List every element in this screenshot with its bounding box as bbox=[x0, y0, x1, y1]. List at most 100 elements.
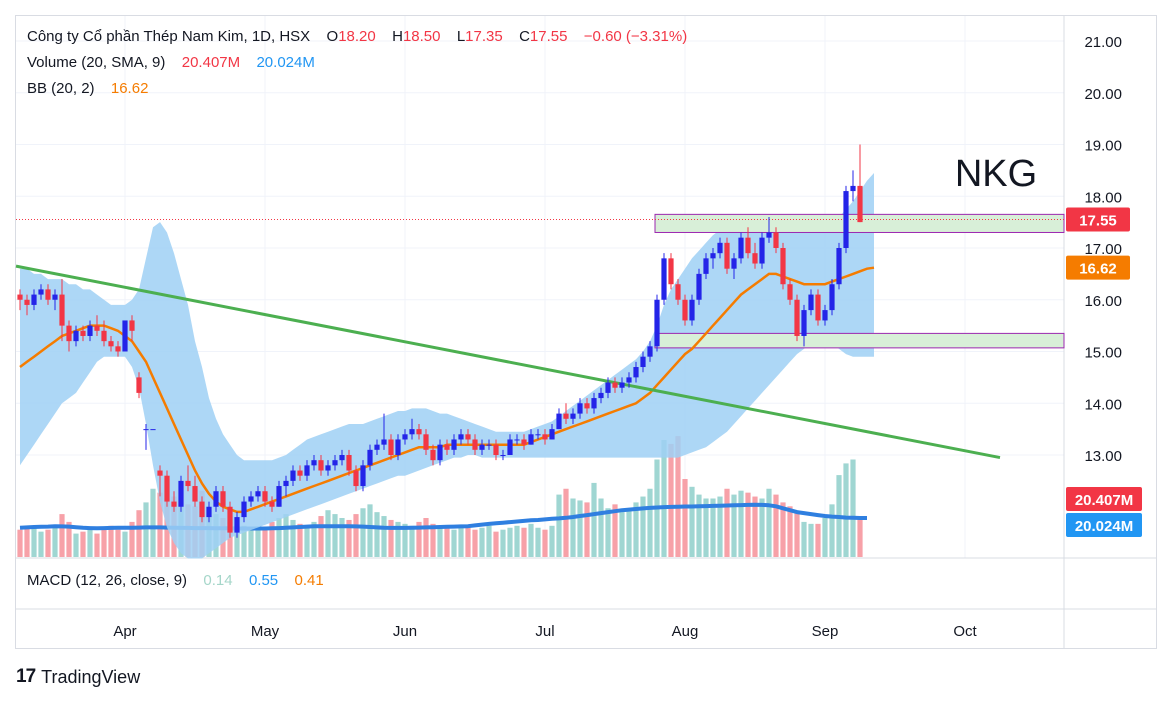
candle-body bbox=[346, 455, 352, 471]
volume-bar bbox=[297, 523, 303, 557]
price-badge bbox=[1066, 255, 1130, 280]
volume-bar bbox=[808, 523, 814, 557]
candle-body bbox=[122, 320, 128, 352]
volume-bar bbox=[584, 502, 590, 557]
volume-bar bbox=[738, 490, 744, 557]
volume-bar bbox=[829, 504, 835, 557]
candle-body bbox=[640, 356, 646, 368]
bollinger-band-fill bbox=[20, 173, 874, 559]
candle-body bbox=[458, 434, 464, 440]
volume-bar bbox=[794, 512, 800, 557]
x-tick-label: Aug bbox=[672, 623, 699, 640]
volume-bar bbox=[759, 498, 765, 557]
volume-bar bbox=[472, 529, 478, 557]
trendline bbox=[15, 264, 1001, 460]
volume-bar bbox=[451, 529, 457, 557]
candle-body bbox=[857, 185, 863, 223]
candle-body bbox=[731, 258, 737, 269]
volume-bar bbox=[633, 502, 639, 557]
volume-bar bbox=[402, 523, 408, 557]
volume-bar bbox=[668, 443, 674, 557]
macd-label: MACD (12, 26, close, 9) bbox=[27, 572, 188, 589]
candle-body bbox=[94, 325, 100, 331]
candle-body bbox=[451, 439, 457, 450]
candle-body bbox=[836, 248, 842, 285]
candle-body bbox=[31, 294, 37, 305]
candle-body bbox=[661, 258, 667, 300]
volume-bar bbox=[227, 521, 233, 557]
volume-bar bbox=[94, 533, 100, 557]
volume-bar bbox=[80, 531, 86, 557]
volume-bar bbox=[598, 498, 604, 557]
candle-body bbox=[717, 242, 723, 254]
volume-bar bbox=[234, 523, 240, 557]
volume-bar bbox=[416, 521, 422, 557]
volume-bar bbox=[262, 529, 268, 557]
candle-body bbox=[815, 294, 821, 321]
y-tick-label: 18.00 bbox=[1084, 189, 1122, 206]
volume-badge bbox=[1066, 513, 1142, 537]
volume-bar bbox=[535, 527, 541, 557]
volume-bar bbox=[745, 492, 751, 557]
candle-body bbox=[374, 444, 380, 450]
volume-bar bbox=[423, 518, 429, 557]
candle-body bbox=[395, 439, 401, 455]
volume-bar bbox=[17, 529, 23, 557]
volume-bar bbox=[682, 479, 688, 557]
candle-body bbox=[311, 460, 317, 466]
candle-body bbox=[297, 470, 303, 476]
candle-body bbox=[227, 506, 233, 533]
volume-bar bbox=[458, 525, 464, 557]
candle-body bbox=[528, 434, 534, 445]
x-tick-label: Oct bbox=[953, 623, 977, 640]
legend-bb: BB (20, 2) 16.62 bbox=[27, 80, 148, 97]
volume-bar bbox=[353, 514, 359, 557]
volume-badge-label: 20.407M bbox=[1075, 492, 1133, 509]
brand[interactable]: 17 TradingView bbox=[16, 666, 140, 688]
candle-body bbox=[430, 449, 436, 461]
close-value: 17.55 bbox=[529, 28, 568, 45]
volume-bar bbox=[374, 512, 380, 557]
candle-body bbox=[185, 480, 191, 487]
candle-body bbox=[675, 284, 681, 300]
volume-bar bbox=[787, 506, 793, 557]
price-badge-label: 17.55 bbox=[1079, 213, 1117, 230]
candle-body bbox=[220, 491, 226, 507]
volume-bar bbox=[626, 508, 632, 557]
volume-bar bbox=[122, 531, 128, 557]
candle-body bbox=[521, 439, 527, 445]
candle-body bbox=[381, 439, 387, 445]
volume-value: 20.407M bbox=[181, 54, 241, 71]
volume-bar bbox=[388, 519, 394, 557]
candle-body bbox=[213, 491, 219, 507]
volume-bar bbox=[661, 440, 667, 557]
candle-body bbox=[619, 382, 625, 388]
volume-bar bbox=[395, 521, 401, 557]
volume-bar bbox=[542, 529, 548, 557]
candle-body bbox=[563, 413, 569, 419]
candle-body bbox=[591, 398, 597, 409]
price-badge bbox=[1066, 207, 1130, 232]
candle-body bbox=[843, 191, 849, 248]
candle-body bbox=[157, 470, 163, 476]
candle-body bbox=[234, 517, 240, 533]
price-badge-label: 16.62 bbox=[1079, 261, 1117, 278]
candle-body bbox=[164, 475, 170, 502]
volume-bar bbox=[409, 525, 415, 557]
candle-body bbox=[647, 346, 653, 357]
volume-sma-line bbox=[19, 502, 867, 531]
legend-macd: MACD (12, 26, close, 9) 0.14 0.55 0.41 bbox=[27, 572, 324, 589]
candle-body bbox=[416, 429, 422, 435]
volume-bar bbox=[605, 508, 611, 557]
volume-bar bbox=[248, 527, 254, 557]
candle-body bbox=[304, 465, 310, 476]
candle-body bbox=[745, 237, 751, 254]
volume-bar bbox=[437, 525, 443, 557]
volume-bar bbox=[311, 521, 317, 557]
candle-body bbox=[738, 237, 744, 259]
open-value: 18.20 bbox=[338, 28, 376, 45]
volume-bar bbox=[304, 525, 310, 557]
candle-body bbox=[556, 413, 562, 430]
candle-body bbox=[325, 465, 331, 471]
